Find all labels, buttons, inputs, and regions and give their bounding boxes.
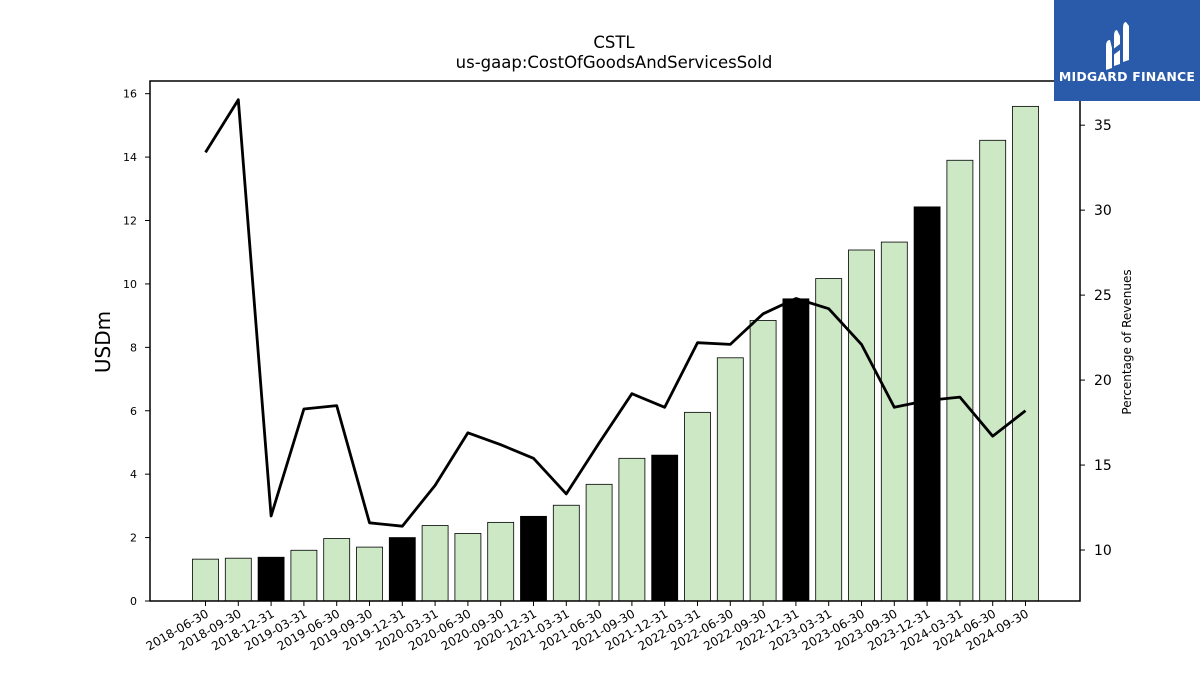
bar-2019-06-30 (323, 538, 351, 602)
line-layer (204, 98, 1027, 528)
y-tick-label: 12 (123, 215, 137, 228)
chart-subtitle: us-gaap:CostOfGoodsAndServicesSold (456, 53, 773, 72)
y-axis-label: USDm (91, 311, 115, 373)
y2-axis-label: Percentage of Revenues (1120, 269, 1134, 414)
bar-2024-03-31 (946, 159, 974, 602)
y2-tick-label: 25 (1094, 288, 1112, 304)
bar-2020-03-31 (421, 525, 449, 602)
bar-layer (192, 105, 1039, 602)
bar-2023-09-30 (880, 241, 908, 602)
y-tick-label: 14 (123, 151, 137, 164)
bar-2022-09-30 (749, 319, 777, 602)
y-tick-label: 16 (123, 88, 137, 101)
plot-frame (149, 80, 1081, 602)
y2-tick-label: 10 (1094, 543, 1112, 559)
chart-title: CSTL (593, 33, 635, 52)
bar-2018-12-31 (257, 556, 285, 602)
bar-2019-03-31 (290, 549, 318, 602)
y2-tick-label: 30 (1094, 203, 1112, 219)
y2-tick-label: 20 (1094, 373, 1112, 389)
bar-2019-09-30 (356, 546, 383, 602)
x-axis: 2018-06-302018-09-302018-12-312019-03-31… (144, 601, 1031, 653)
y-tick-label: 0 (130, 595, 137, 608)
bar-2022-12-31 (782, 298, 810, 602)
y-tick-label: 4 (130, 468, 137, 481)
bar-2021-03-31 (552, 504, 580, 602)
y-tick-label: 6 (130, 405, 137, 418)
bar-2018-09-30 (224, 557, 252, 602)
bar-2020-12-31 (520, 515, 547, 602)
bar-2024-06-30 (979, 139, 1007, 602)
bar-2019-12-31 (388, 537, 416, 602)
bar-2021-09-30 (618, 457, 646, 602)
bar-2020-06-30 (454, 533, 482, 602)
y-axis-right: 10 15 20 25 30 35 (1080, 118, 1112, 559)
y2-tick-label: 15 (1094, 458, 1112, 474)
bar-2024-09-30 (1012, 105, 1039, 602)
bar-2018-06-30 (192, 558, 219, 602)
y2-tick-label: 35 (1094, 118, 1112, 134)
y-axis-left: 0 2 4 6 8 10 12 14 16 (123, 88, 150, 608)
logo-text: MIDGARD FINANCE (1058, 69, 1196, 84)
percentage-line (204, 98, 1027, 528)
y-tick-label: 10 (123, 278, 137, 291)
bar-2021-06-30 (585, 483, 613, 602)
bar-2021-12-31 (651, 454, 679, 602)
midgard-finance-logo: MIDGARD FINANCE (1054, 0, 1200, 101)
bar-2023-12-31 (913, 206, 941, 602)
y-tick-label: 2 (130, 532, 137, 545)
bar-2022-03-31 (684, 411, 711, 602)
bar-2023-06-30 (848, 249, 875, 602)
y-tick-label: 8 (130, 341, 137, 354)
bar-2020-09-30 (487, 521, 515, 602)
bar-2023-03-31 (815, 278, 843, 602)
bar-2022-06-30 (716, 357, 744, 602)
logo-mark-icon (1106, 22, 1129, 70)
